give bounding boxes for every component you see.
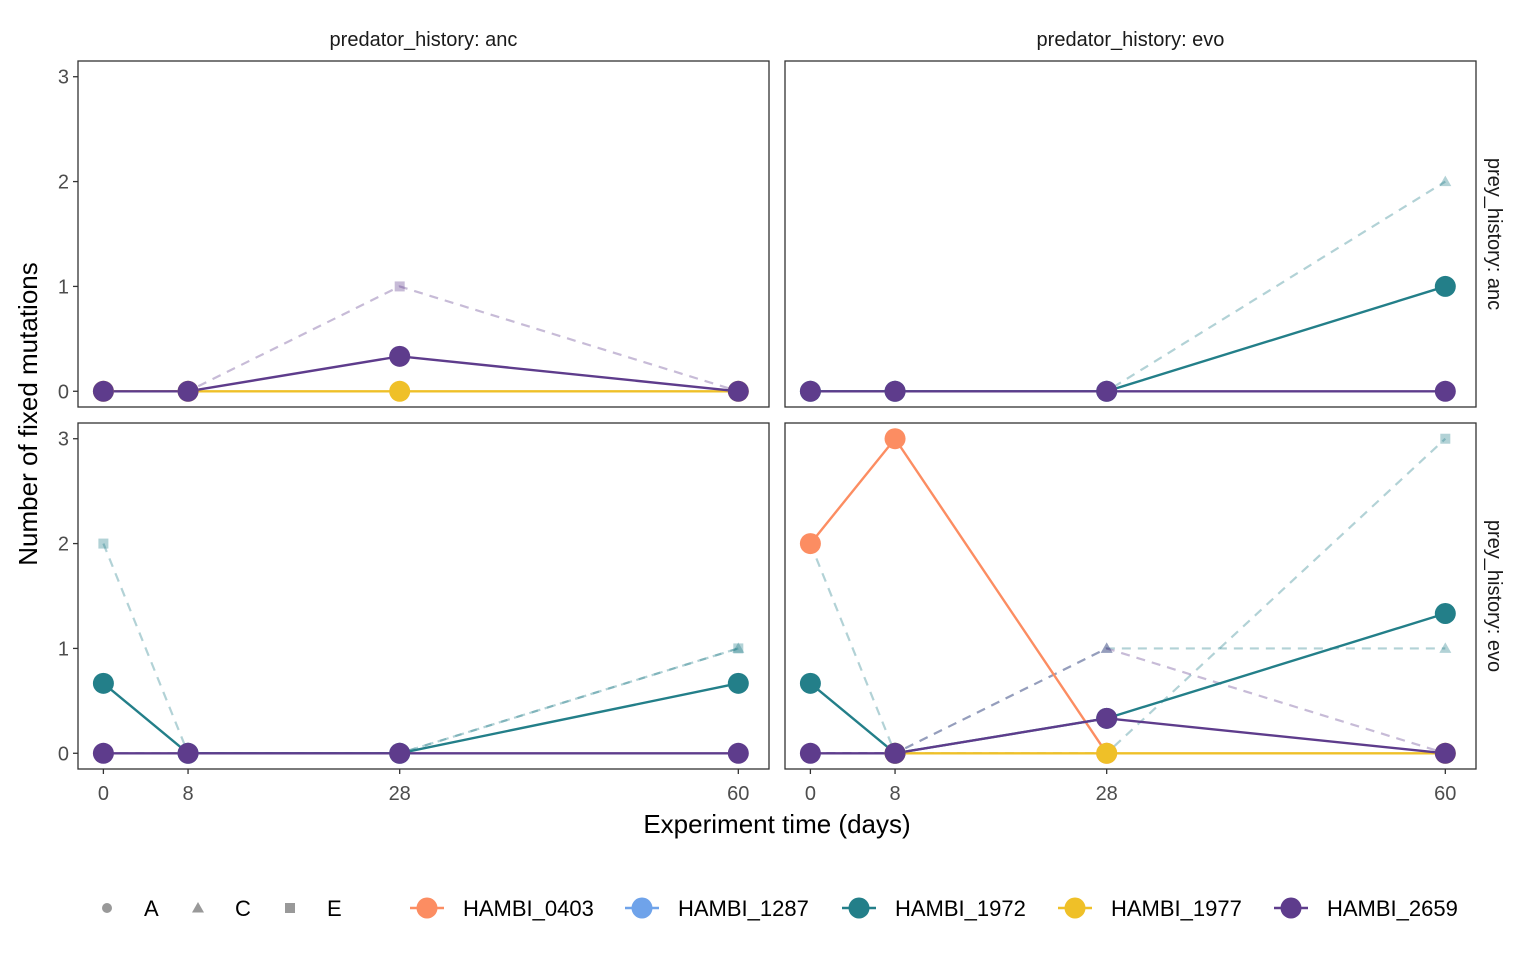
mean-line-HAMBI_2659 (810, 717, 1446, 755)
mean-point-HAMBI_2659-3 (727, 742, 749, 764)
x-tick-label: 8 (889, 783, 900, 805)
y-tick-label: 3 (58, 429, 69, 451)
legend-shape-label-E: E (327, 896, 342, 921)
mean-line-HAMBI_2659 (103, 355, 739, 393)
y-tick-label: 1 (58, 638, 69, 660)
panel-0-0: 0 1 2 3 (58, 60, 770, 408)
mean-point-HAMBI_2659-0 (799, 742, 821, 764)
mean-point-HAMBI_0403-1 (884, 428, 906, 450)
mean-point-HAMBI_2659-0 (92, 380, 114, 402)
legend-shape-label-C: C (235, 896, 251, 921)
mean-point-HAMBI_2659-2 (1096, 380, 1118, 402)
facet-col-strip-1: predator_history: evo (1037, 29, 1225, 51)
mean-point-HAMBI_1977-2 (389, 380, 411, 402)
replicate-point-HAMBI_2659-C-2 (1100, 642, 1113, 653)
x-tick-label: 8 (182, 783, 193, 805)
panel-border (77, 422, 770, 770)
legend-shape-C (192, 902, 204, 913)
legend-point-HAMBI_1287 (631, 897, 653, 919)
legend-point-HAMBI_0403 (416, 897, 438, 919)
mean-point-HAMBI_2659-1 (177, 380, 199, 402)
panel-border (784, 422, 1477, 770)
mean-point-HAMBI_2659-2 (389, 742, 411, 764)
y-tick-label: 0 (58, 743, 69, 765)
facet-strips: predator_history: anc predator_history: e… (330, 29, 1505, 672)
y-tick-label: 2 (58, 534, 69, 556)
y-tick-label: 1 (58, 276, 69, 298)
y-tick-label: 2 (58, 172, 69, 194)
replicate-line-HAMBI_2659-C (810, 647, 1446, 755)
replicate-line-HAMBI_1972-C (810, 180, 1446, 393)
x-tick-label: 60 (727, 783, 749, 805)
mean-point-HAMBI_2659-0 (799, 380, 821, 402)
panel-1-1: 0 8 28 60 (784, 422, 1477, 805)
facet-col-strip-0: predator_history: anc (330, 29, 518, 51)
legend-label-HAMBI_1977: HAMBI_1977 (1111, 896, 1242, 921)
mean-point-HAMBI_1977-1 (1096, 742, 1118, 764)
replicate-line-HAMBI_1972-C (103, 647, 739, 755)
mean-line-HAMBI_1972 (102, 682, 739, 755)
mean-point-HAMBI_2659-3 (1434, 380, 1456, 402)
replicate-point-HAMBI_1972-E-3 (1440, 433, 1451, 444)
facet-row-strip-1: prey_history: evo (1483, 520, 1505, 672)
mean-point-HAMBI_1972-3 (727, 672, 749, 694)
y-tick-label: 0 (58, 381, 69, 403)
legend-point-HAMBI_1977 (1064, 897, 1086, 919)
mean-point-HAMBI_2659-2 (389, 345, 411, 367)
legend-label-HAMBI_2659: HAMBI_2659 (1327, 896, 1458, 921)
replicate-point-HAMBI_1972-C-3 (732, 642, 745, 653)
legend-shape-label-A: A (144, 896, 159, 921)
x-tick-label: 0 (805, 783, 816, 805)
mean-point-HAMBI_2659-3 (727, 380, 749, 402)
mean-point-HAMBI_2659-1 (884, 380, 906, 402)
mean-point-HAMBI_2659-1 (177, 742, 199, 764)
mean-line-HAMBI_1972 (810, 285, 1446, 393)
replicate-point-HAMBI_1972-E-0 (98, 538, 109, 549)
mean-point-HAMBI_1972-0 (799, 672, 821, 694)
panel-0-1 (784, 60, 1477, 408)
replicate-line-HAMBI_2659-E (103, 285, 739, 393)
y-axis-title: Number of fixed mutations (13, 262, 43, 565)
legend-label-HAMBI_1287: HAMBI_1287 (678, 896, 809, 921)
mean-point-HAMBI_1972-3 (1434, 603, 1456, 625)
mean-point-HAMBI_2659-1 (884, 742, 906, 764)
x-axis-title: Experiment time (days) (643, 809, 910, 839)
panel-border (784, 60, 1477, 408)
mean-point-HAMBI_1972-3 (1434, 275, 1456, 297)
legend-label-HAMBI_1972: HAMBI_1972 (895, 896, 1026, 921)
panel-border (77, 60, 770, 408)
y-tick-label: 3 (58, 67, 69, 89)
panel-1-0: 0 1 2 3 0 8 28 60 (58, 422, 770, 805)
legend-shape-E (285, 903, 295, 913)
mean-point-HAMBI_1972-0 (92, 672, 114, 694)
replicate-point-HAMBI_1972-C-3 (1439, 175, 1452, 187)
replicate-point-HAMBI_1972-C-2 (1100, 642, 1113, 653)
x-tick-label: 60 (1434, 783, 1456, 805)
legend-shape-A (102, 903, 112, 913)
mean-line-HAMBI_0403 (809, 436, 1108, 754)
mean-point-HAMBI_2659-3 (1434, 742, 1456, 764)
legend: A C E HAMBI_0403 HAMBI_1287 HAMBI_1972 HAMBI_1… (102, 896, 1458, 921)
replicate-line-HAMBI_1972-C (810, 647, 1446, 755)
mean-point-HAMBI_2659-0 (92, 742, 114, 764)
legend-point-HAMBI_1972 (848, 897, 870, 919)
legend-label-HAMBI_0403: HAMBI_0403 (463, 896, 594, 921)
facet-row-strip-0: prey_history: anc (1483, 158, 1505, 310)
replicate-line-HAMBI_1972-E (102, 543, 739, 755)
replicate-point-HAMBI_1972-E-3 (733, 643, 744, 654)
legend-point-HAMBI_2659 (1280, 897, 1302, 919)
x-tick-label: 28 (1096, 783, 1118, 805)
replicate-point-HAMBI_1972-C-3 (1439, 642, 1452, 653)
mean-point-HAMBI_2659-2 (1096, 707, 1118, 729)
x-tick-label: 0 (98, 783, 109, 805)
mean-point-HAMBI_0403-0 (799, 533, 821, 555)
x-tick-label: 28 (389, 783, 411, 805)
replicate-point-HAMBI_2659-E-2 (394, 281, 405, 292)
replicate-line-HAMBI_1972-E (809, 437, 1447, 755)
facet-panels: 0 1 2 3 0 1 2 3 0 8 28 60 0 8 28 60 (58, 60, 1477, 805)
